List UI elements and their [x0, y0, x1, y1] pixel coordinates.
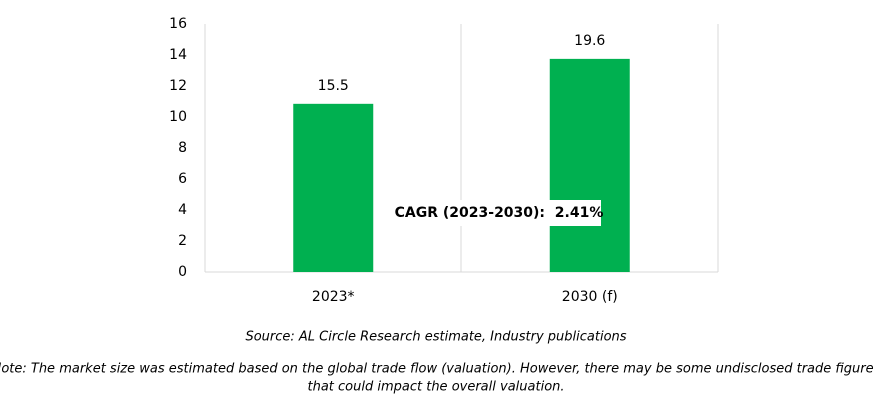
source: Source: AL Circle Research estimate, Ind… — [245, 330, 626, 345]
y-tick-label: 0 — [178, 264, 187, 280]
bar — [293, 103, 374, 272]
bar-annotation: 15.5 — [318, 78, 349, 94]
y-tick-label: 16 — [169, 16, 187, 32]
bar-annotation: 19.6 — [574, 33, 605, 49]
x-tick-label: 2023* — [312, 289, 355, 305]
x-tick-label: 2030 (f) — [562, 289, 618, 305]
note-line: Note: The market size was estimated base… — [0, 362, 873, 377]
note-line: that could impact the overall valuation. — [307, 380, 564, 395]
y-tick-label: 2 — [178, 233, 187, 249]
y-tick-label: 14 — [169, 47, 187, 63]
bar — [549, 58, 630, 272]
y-tick-label: 12 — [169, 78, 187, 94]
y-tick-label: 6 — [178, 171, 187, 187]
y-tick-label: 10 — [169, 109, 187, 125]
y-tick-label: 8 — [178, 140, 187, 156]
y-tick-label: 4 — [178, 202, 187, 218]
cagr-annotation: CAGR (2023-2030): 2.41% — [395, 205, 604, 221]
annotation-box — [398, 200, 601, 226]
